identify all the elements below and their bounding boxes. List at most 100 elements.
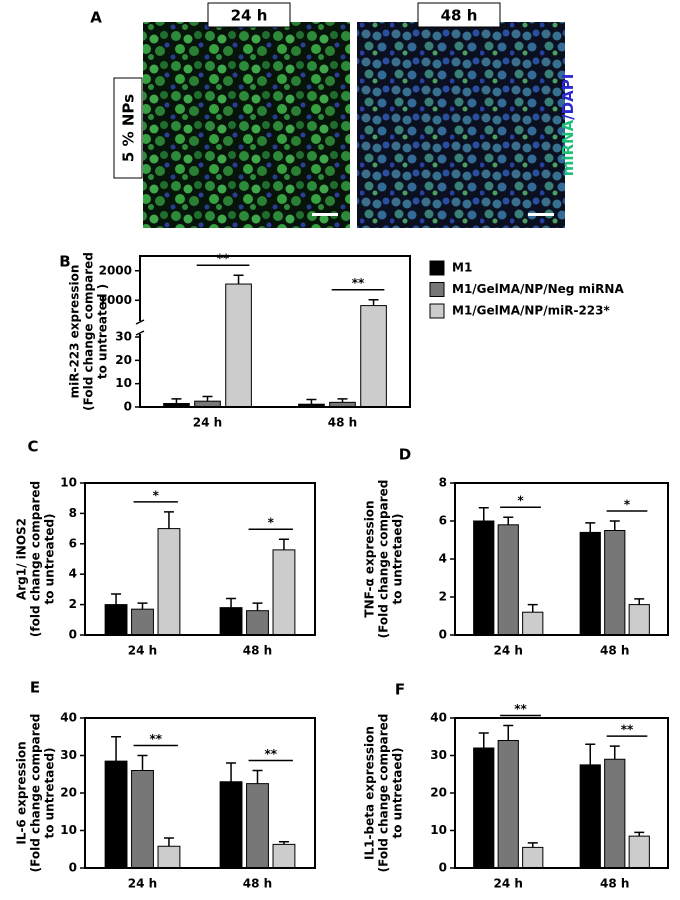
bar (497, 740, 519, 869)
bar (604, 530, 626, 636)
bar (157, 845, 181, 869)
error-bar (585, 522, 596, 533)
bar (131, 608, 154, 636)
y-tick-label: 30 (430, 748, 447, 762)
bar (272, 843, 296, 869)
x-tick-label: 24 h (494, 877, 523, 891)
error-bar (202, 395, 213, 402)
y-axis-label: IL1-beta expression (363, 726, 377, 860)
bar (473, 520, 495, 636)
legend-swatch (429, 282, 445, 297)
legend-swatch (429, 303, 445, 319)
x-tick-label: 48 h (600, 644, 629, 658)
panel-label: A (90, 9, 102, 27)
significance-label: * (624, 498, 631, 512)
plot-frame (84, 482, 316, 636)
column-box (417, 2, 501, 28)
y-axis-label: miR-223 expression (68, 265, 82, 399)
bar (628, 604, 650, 636)
plot-frame (84, 717, 316, 869)
y-axis-label: to untretaed) (43, 747, 57, 838)
panel-label: B (59, 253, 70, 271)
significance-label: * (517, 494, 524, 508)
bar (104, 604, 128, 636)
error-bar (163, 837, 174, 847)
bar (579, 531, 601, 636)
y-tick-label: 2 (439, 590, 447, 604)
plot-frame (454, 717, 669, 869)
axis-break-mark (135, 319, 145, 336)
error-bar (585, 743, 596, 765)
y-tick-label: 2000 (99, 263, 132, 277)
bar (219, 607, 243, 636)
bar (246, 783, 269, 869)
micrograph (357, 22, 565, 228)
significance-label: ** (149, 732, 162, 746)
stain-label: miRNA/DAPI (559, 74, 577, 177)
stain-dapi: /DAPI (559, 74, 577, 120)
y-axis-label: (fold change compared (29, 481, 43, 637)
bar (104, 760, 128, 869)
y-axis-label: (Fold change compared (377, 714, 391, 873)
y-axis-label: to untreated ) (96, 284, 110, 379)
error-bar (478, 732, 489, 748)
y-tick-label: 6 (439, 514, 447, 528)
bar (157, 528, 181, 636)
error-bar (527, 603, 538, 613)
bar (497, 524, 519, 636)
y-tick-label: 10 (115, 376, 132, 390)
error-bar (226, 597, 237, 608)
error-bar (233, 274, 244, 285)
legend-label: M1 (452, 261, 472, 275)
panel-label: E (30, 679, 40, 697)
error-bar (252, 769, 263, 784)
error-bar (609, 520, 620, 531)
legend-label: M1/GelMA/NP/Neg miRNA (452, 282, 624, 296)
bar (131, 770, 154, 869)
y-tick-label: 10 (60, 823, 77, 837)
significance-label: ** (514, 702, 527, 716)
y-axis-label: to untretaed) (391, 747, 405, 838)
error-bar (634, 831, 645, 837)
x-tick-label: 24 h (128, 877, 157, 891)
bar (604, 758, 626, 869)
legend-swatch (429, 260, 445, 276)
column-label: 48 h (441, 7, 478, 25)
x-tick-label: 48 h (243, 877, 272, 891)
significance-label: * (153, 488, 160, 502)
y-tick-label: 0 (439, 861, 447, 875)
y-tick-label: 20 (115, 353, 132, 367)
significance-label: ** (217, 252, 230, 266)
x-tick-label: 48 h (328, 416, 357, 430)
bar (272, 549, 296, 636)
column-box (207, 2, 291, 28)
y-axis-label: to untreated) (43, 513, 57, 604)
error-bar (111, 736, 122, 762)
y-tick-label: 0 (124, 400, 132, 414)
y-tick-label: 4 (69, 567, 77, 581)
error-bar (226, 762, 237, 782)
axis-break (134, 321, 146, 334)
y-tick-label: 10 (60, 476, 77, 490)
bar (522, 611, 544, 636)
significance-label: ** (621, 723, 634, 737)
y-tick-label: 30 (60, 748, 77, 762)
error-bar (306, 398, 317, 405)
row-box (113, 77, 143, 179)
error-bar (137, 602, 148, 610)
y-tick-label: 30 (115, 330, 132, 344)
x-tick-label: 24 h (128, 644, 157, 658)
error-bar (634, 598, 645, 605)
bar (219, 781, 243, 869)
error-bar (171, 398, 182, 404)
panel-label: C (27, 438, 38, 456)
y-axis-label: to untretaed) (391, 513, 405, 604)
column-label: 24 h (231, 7, 268, 25)
x-tick-label: 24 h (494, 644, 523, 658)
bar (579, 764, 601, 869)
error-bar (111, 593, 122, 605)
x-tick-label: 48 h (243, 644, 272, 658)
error-bar (368, 298, 379, 306)
y-axis-label: (Fold change compared (82, 252, 96, 411)
bar (246, 610, 269, 636)
